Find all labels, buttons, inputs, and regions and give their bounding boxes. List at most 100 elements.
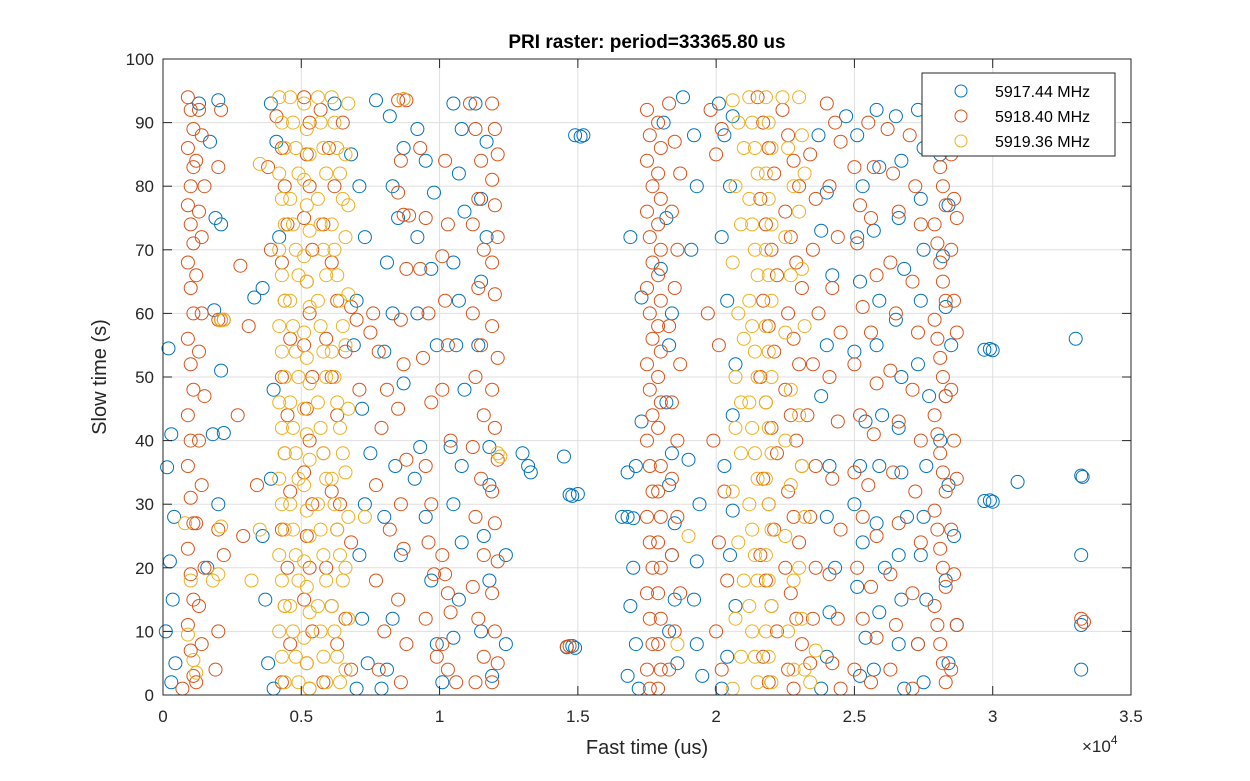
data-point (753, 191, 768, 206)
data-point (872, 459, 887, 473)
data-point (236, 529, 251, 543)
data-point (252, 522, 267, 537)
data-point (230, 408, 245, 423)
data-point (272, 624, 287, 639)
x-tick-label: 3.5 (1119, 707, 1143, 726)
data-point (299, 401, 314, 416)
data-point (728, 611, 743, 626)
data-point (850, 128, 865, 143)
data-point (446, 497, 461, 512)
data-point (626, 560, 641, 575)
data-point (745, 217, 760, 232)
data-point (277, 446, 292, 461)
data-point (935, 370, 950, 384)
data-point (274, 573, 289, 588)
data-point (449, 675, 464, 690)
data-point (750, 675, 765, 690)
data-point (913, 433, 928, 448)
data-point (338, 147, 353, 162)
data-point (814, 223, 829, 238)
data-point (770, 624, 784, 639)
data-point (642, 611, 657, 626)
data-point (767, 344, 782, 359)
data-point (758, 242, 773, 257)
data-point (695, 668, 710, 683)
data-point (327, 242, 342, 257)
data-point (864, 675, 878, 690)
data-point (313, 624, 328, 639)
data-point (814, 389, 829, 404)
data-point (861, 115, 876, 130)
data-point (274, 370, 289, 384)
data-point (764, 370, 779, 384)
data-point (855, 611, 870, 626)
data-point (944, 522, 959, 537)
data-point (828, 115, 843, 130)
data-point (180, 198, 195, 213)
data-point (905, 274, 920, 289)
data-point (764, 446, 779, 461)
data-point (200, 560, 215, 575)
data-point (568, 128, 583, 143)
data-point (855, 535, 870, 550)
data-point (933, 350, 948, 365)
data-point (747, 446, 762, 461)
data-point (180, 331, 195, 346)
data-point (521, 459, 536, 473)
data-point (891, 637, 906, 652)
data-point (319, 471, 334, 486)
data-point (399, 637, 414, 652)
data-point (750, 573, 765, 588)
data-point (186, 306, 201, 321)
legend-marker-series-2 (954, 109, 968, 123)
data-point (449, 338, 464, 353)
data-point (908, 179, 923, 194)
data-point (673, 166, 688, 181)
data-point (465, 440, 480, 454)
data-point (465, 579, 480, 594)
data-point (756, 471, 771, 486)
data-point (443, 433, 458, 448)
data-point (642, 230, 657, 245)
data-point (385, 611, 400, 626)
data-point (761, 649, 776, 664)
data-point (485, 382, 500, 397)
data-point (440, 662, 455, 677)
data-point (316, 344, 331, 359)
data-point (886, 166, 901, 181)
data-point (642, 535, 657, 550)
data-point (418, 611, 433, 626)
data-point (711, 535, 726, 550)
data-point (651, 370, 666, 384)
data-point (640, 153, 654, 168)
data-point (764, 675, 779, 690)
data-point (764, 522, 779, 537)
data-point (676, 90, 690, 105)
data-point (985, 343, 1000, 358)
data-point (778, 230, 793, 245)
data-point (1074, 611, 1089, 626)
data-point (440, 338, 455, 353)
y-tick-label: 40 (135, 432, 154, 451)
data-point (274, 115, 289, 130)
legend-label-series-1: 5917.44 MHz (995, 84, 1090, 101)
legend-label-series-2: 5918.40 MHz (995, 109, 1090, 126)
data-point (869, 376, 884, 391)
data-point (930, 618, 945, 632)
data-point (927, 503, 942, 518)
data-point (180, 459, 195, 473)
data-point (640, 509, 654, 524)
data-point (344, 662, 359, 677)
data-point (421, 306, 436, 321)
data-point (192, 102, 206, 117)
data-point (853, 198, 867, 213)
legend: 5917.44 MHz 5918.40 MHz 5919.36 MHz (921, 72, 1116, 157)
data-point (761, 573, 776, 588)
data-point (756, 649, 771, 664)
data-point (274, 649, 289, 664)
data-point (833, 325, 848, 340)
data-point (335, 115, 350, 130)
data-point (344, 535, 359, 550)
data-point (725, 255, 740, 270)
data-point (864, 579, 878, 594)
